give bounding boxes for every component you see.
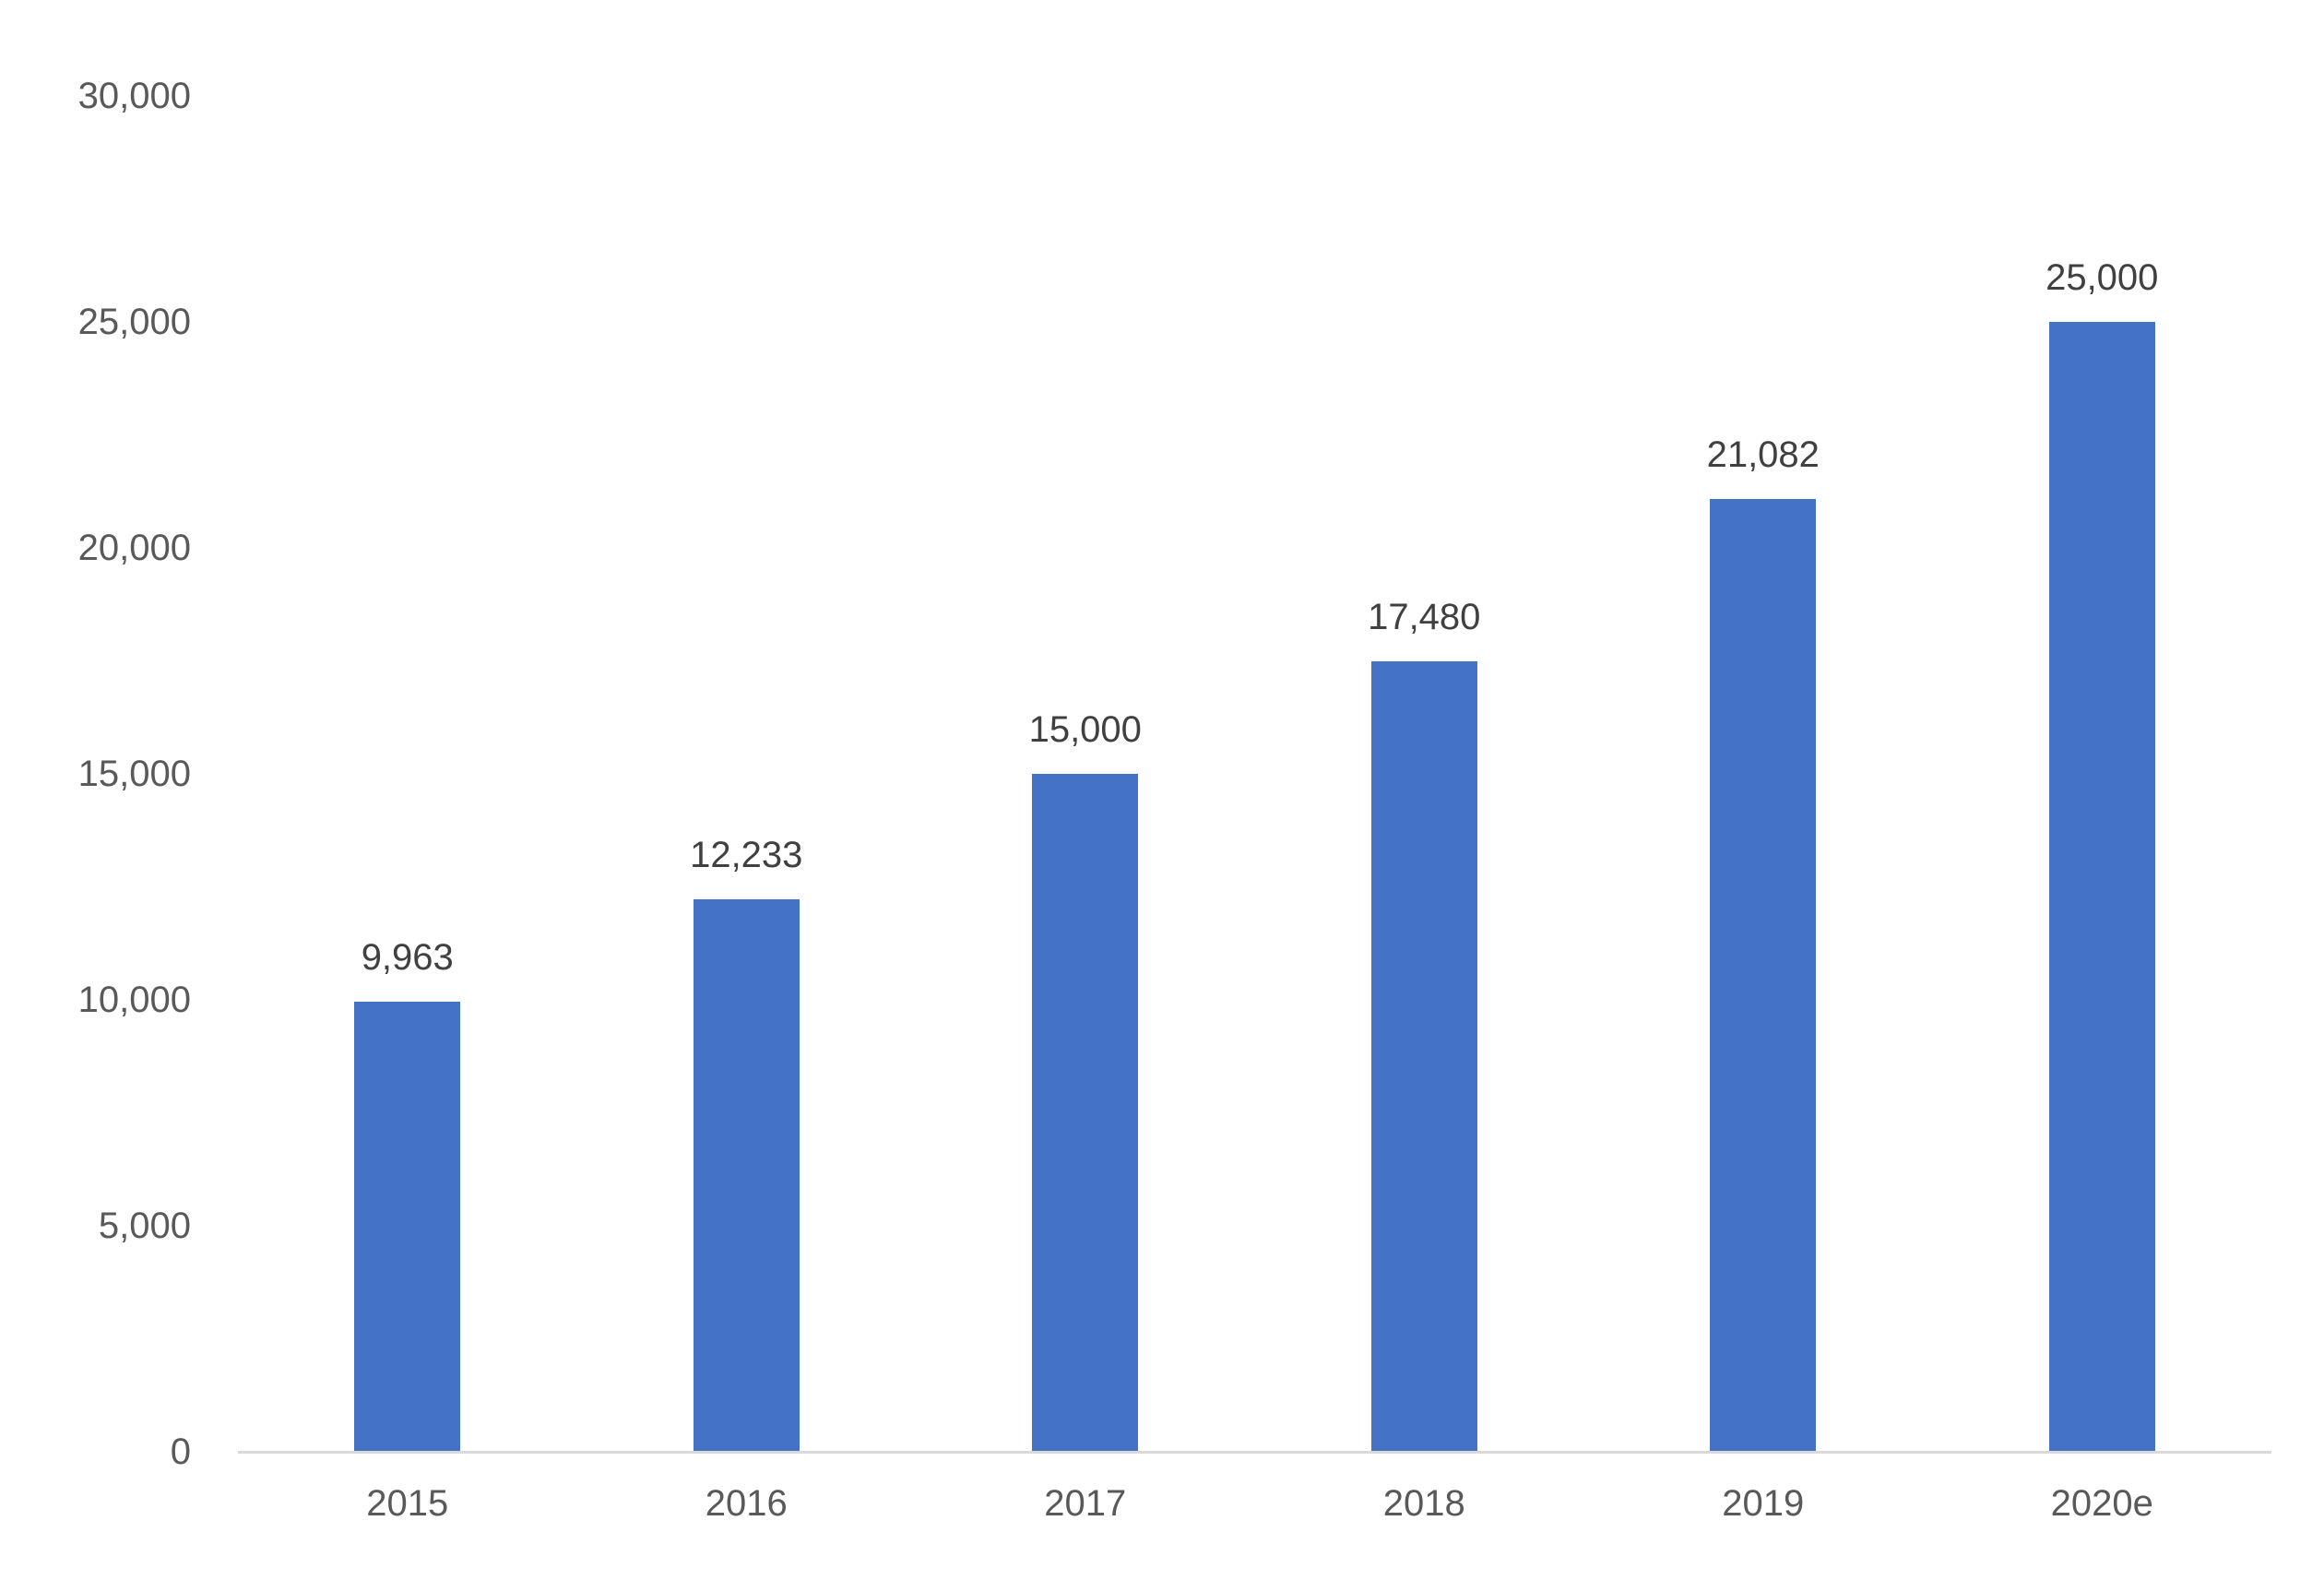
y-axis-tick-label: 25,000 xyxy=(77,302,191,342)
x-axis-label: 2017 xyxy=(1044,1483,1127,1524)
y-axis-tick-label: 20,000 xyxy=(77,528,191,568)
bar-value-label: 12,233 xyxy=(690,834,803,875)
x-axis-label: 2020e xyxy=(2050,1483,2153,1524)
bar-2020e xyxy=(2048,322,2155,1452)
bar-value-label: 25,000 xyxy=(2045,257,2159,298)
y-axis-tick-label: 0 xyxy=(170,1432,191,1472)
y-axis-tick-label: 10,000 xyxy=(77,980,191,1020)
bar-2015 xyxy=(354,1001,461,1452)
y-axis-tick-label: 5,000 xyxy=(98,1206,191,1246)
bar-value-label: 17,480 xyxy=(1368,597,1481,638)
y-axis-tick-label: 15,000 xyxy=(77,754,191,794)
bar-2018 xyxy=(1370,661,1477,1452)
bar-2016 xyxy=(693,898,800,1452)
x-axis-label: 2015 xyxy=(366,1483,449,1524)
bar-value-label: 9,963 xyxy=(361,936,454,978)
bar-2017 xyxy=(1032,774,1139,1452)
bar-value-label: 15,000 xyxy=(1028,709,1142,750)
x-axis-label: 2019 xyxy=(1722,1483,1805,1524)
bar-value-label: 21,082 xyxy=(1706,434,1820,475)
x-axis-label: 2018 xyxy=(1382,1483,1465,1524)
y-axis-tick-label: 30,000 xyxy=(77,76,191,116)
bar-2019 xyxy=(1710,498,1817,1452)
x-axis-line xyxy=(238,1451,2271,1454)
x-axis-label: 2016 xyxy=(705,1483,788,1524)
